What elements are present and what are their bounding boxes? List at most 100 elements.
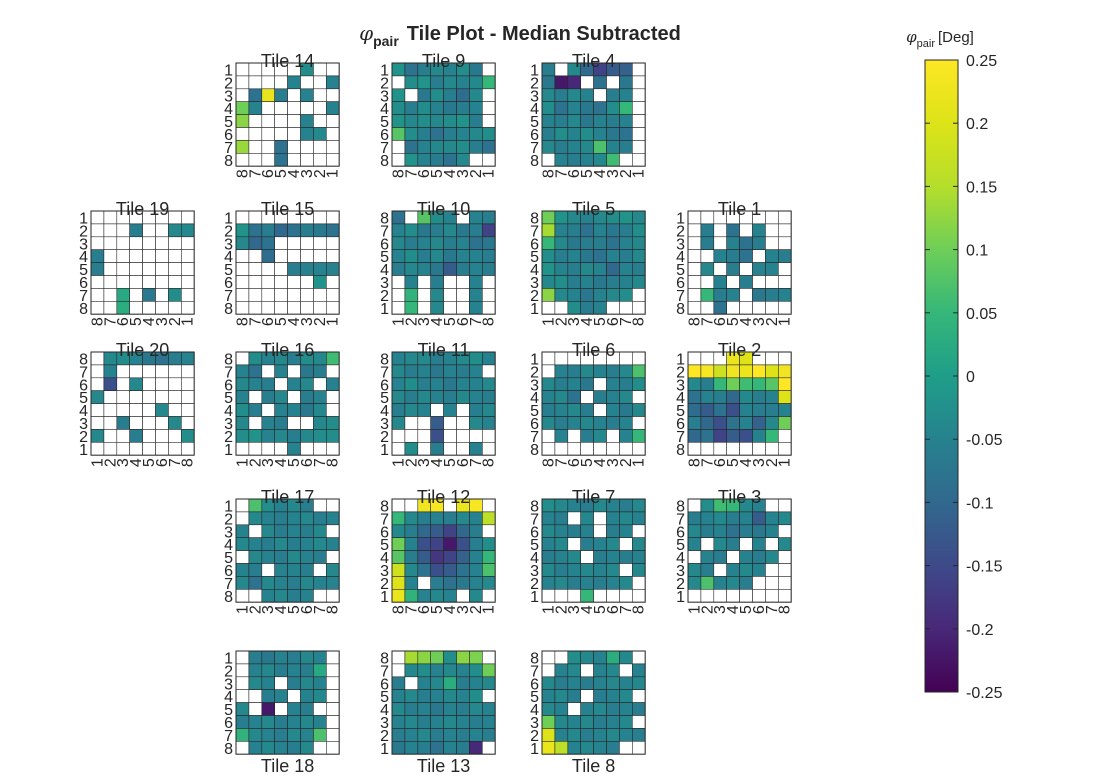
heatmap-cell	[417, 663, 431, 678]
heatmap-cell	[700, 262, 715, 276]
x-tick-label: 8	[89, 317, 106, 326]
y-tick-label: 2	[224, 223, 233, 240]
heatmap-cell	[456, 550, 470, 564]
heatmap-cell	[417, 576, 431, 590]
heatmap-cell	[430, 223, 444, 238]
heatmap-cell	[580, 75, 594, 90]
heatmap-cell	[313, 223, 327, 238]
heatmap-cell	[313, 576, 327, 590]
heatmap-cell	[541, 140, 556, 154]
heatmap-cell	[261, 728, 275, 742]
heatmap-cell	[554, 236, 569, 251]
y-tick-label: 2	[530, 728, 539, 745]
x-tick-label: 2	[764, 458, 781, 467]
heatmap-cell	[142, 416, 156, 430]
y-tick-label: 5	[530, 689, 539, 706]
heatmap-cell	[313, 663, 327, 678]
x-tick-label: 7	[699, 317, 716, 326]
heatmap-cell	[700, 537, 715, 551]
heatmap-cell	[181, 364, 195, 379]
heatmap-cell	[391, 390, 406, 404]
heatmap-cell	[313, 441, 327, 456]
heatmap-cell	[739, 416, 753, 430]
heatmap-cell	[129, 262, 143, 276]
heatmap-cell	[700, 300, 715, 315]
heatmap-cell	[116, 300, 131, 315]
heatmap-cell	[274, 364, 288, 379]
heatmap-cell	[90, 377, 105, 391]
heatmap-cell	[580, 275, 594, 289]
heatmap-cell	[752, 563, 766, 577]
heatmap-cell	[481, 715, 496, 729]
heatmap-cell	[235, 364, 250, 379]
heatmap-cell	[300, 728, 314, 742]
heatmap-cell	[619, 153, 633, 167]
heatmap-cell	[631, 441, 646, 456]
heatmap-cell	[606, 563, 620, 577]
heatmap-cell	[631, 364, 646, 379]
y-tick-label: 6	[530, 127, 539, 144]
heatmap-cell	[726, 288, 740, 302]
heatmap-cell	[554, 88, 569, 103]
heatmap-cell	[325, 650, 340, 665]
heatmap-cell	[248, 429, 263, 443]
heatmap-cell	[580, 702, 594, 716]
heatmap-cell	[580, 537, 594, 551]
x-tick-label: 1	[481, 605, 498, 614]
heatmap-cell	[713, 441, 727, 456]
heatmap-cell	[313, 390, 327, 404]
heatmap-cell	[155, 364, 169, 379]
heatmap-cell	[687, 588, 702, 603]
y-tick-label: 5	[676, 262, 685, 279]
heatmap-cell	[739, 377, 753, 391]
heatmap-cell	[481, 511, 496, 526]
y-tick-label: 4	[224, 689, 233, 706]
heatmap-cell	[554, 511, 569, 526]
y-tick-label: 6	[224, 377, 233, 394]
heatmap-cell	[554, 249, 569, 263]
x-tick-label: 8	[777, 605, 794, 614]
heatmap-cell	[631, 262, 646, 276]
heatmap-cell	[300, 153, 314, 167]
x-tick-label: 3	[299, 169, 316, 178]
heatmap-cell	[752, 377, 766, 391]
heatmap-cell	[274, 429, 288, 443]
heatmap-cell	[456, 390, 470, 404]
heatmap-cell	[619, 429, 633, 443]
heatmap-cell	[777, 300, 792, 315]
tile-title: Tile 18	[261, 756, 314, 776]
heatmap-cell	[248, 210, 263, 225]
heatmap-cell	[606, 576, 620, 590]
heatmap-cell	[300, 441, 314, 456]
heatmap-cell	[90, 416, 105, 430]
heatmap-cell	[103, 351, 118, 366]
heatmap-cell	[443, 537, 457, 551]
y-tick-label: 2	[676, 223, 685, 240]
x-tick-label: 8	[325, 458, 342, 467]
heatmap-cell	[580, 441, 594, 456]
x-tick-label: 6	[154, 458, 171, 467]
x-tick-label: 7	[468, 458, 485, 467]
y-tick-label: 1	[530, 301, 539, 318]
y-tick-label: 8	[224, 351, 233, 368]
heatmap-cell	[726, 223, 740, 238]
y-tick-label: 7	[380, 663, 389, 680]
x-tick-label: 4	[442, 169, 459, 178]
heatmap-cell	[235, 140, 250, 154]
heatmap-cell	[700, 511, 715, 526]
heatmap-cell	[287, 550, 301, 564]
heatmap-cell	[430, 114, 444, 128]
heatmap-cell	[593, 114, 607, 128]
heatmap-cell	[129, 429, 143, 443]
heatmap-cell	[456, 114, 470, 128]
tile-frame	[687, 351, 792, 456]
y-tick-label: 3	[530, 563, 539, 580]
y-tick-label: 3	[530, 275, 539, 292]
heatmap-cell	[631, 114, 646, 128]
heatmap-cell	[155, 223, 169, 238]
heatmap-cell	[168, 223, 182, 238]
heatmap-cell	[261, 127, 275, 141]
heatmap-cell	[554, 390, 569, 404]
heatmap-cell	[554, 223, 569, 238]
